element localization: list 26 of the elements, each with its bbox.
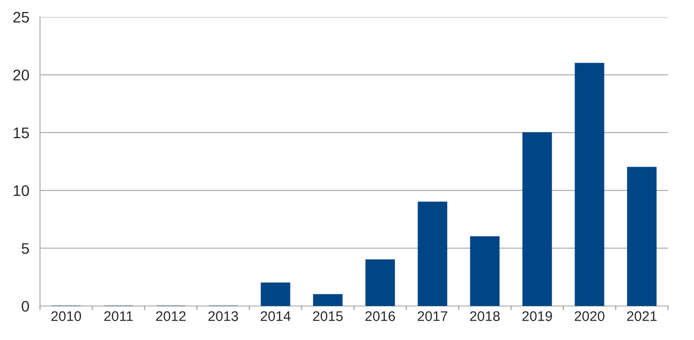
y-tick-label: 5 [22, 243, 29, 254]
bar [574, 62, 604, 306]
bar [522, 132, 552, 306]
bar [418, 202, 448, 306]
bar [313, 294, 343, 306]
y-tick-label: 0 [22, 300, 29, 312]
x-tick-label: 2021 [627, 311, 657, 322]
bar [260, 282, 290, 306]
x-tick-label: 2011 [104, 311, 133, 322]
bar [365, 259, 395, 306]
bar [627, 166, 657, 306]
x-tick-label: 2012 [156, 311, 186, 322]
y-tick-label: 10 [14, 185, 29, 196]
y-tick-label: 20 [13, 70, 29, 80]
bar [470, 236, 500, 306]
y-tick-label: 15 [14, 128, 29, 138]
x-tick-label: 2014 [260, 311, 291, 322]
x-tick-label: 2019 [522, 311, 552, 322]
x-tick-label: 2013 [208, 311, 238, 322]
y-tick-label: 25 [13, 12, 29, 23]
x-tick-label: 2010 [51, 311, 82, 322]
x-tick-label: 2016 [365, 311, 396, 322]
x-tick-label: 2017 [418, 311, 448, 322]
x-tick-label: 2015 [313, 311, 343, 322]
x-tick-label: 2018 [470, 311, 500, 322]
x-tick-label: 2020 [574, 311, 604, 322]
